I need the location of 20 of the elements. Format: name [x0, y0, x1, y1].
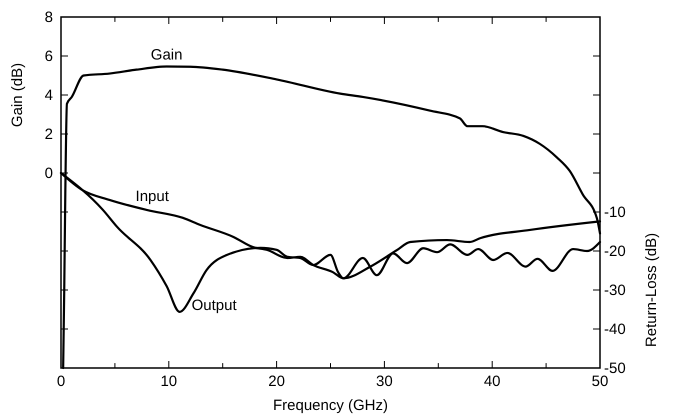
- series-label: Gain: [150, 46, 182, 64]
- series-label: Output: [192, 296, 238, 314]
- y2-axis-title: Return-Loss (dB): [643, 232, 660, 348]
- y-tick-label: 8: [44, 9, 53, 26]
- y-tick-label: 2: [44, 126, 53, 143]
- x-axis-title: Frequency (GHz): [272, 397, 388, 414]
- series-label: Input: [136, 188, 170, 206]
- y2-tick-label: -30: [604, 282, 626, 299]
- y2-tick-label: -10: [604, 204, 626, 221]
- y2-tick-label: -40: [604, 321, 626, 338]
- y-tick-label: 4: [44, 87, 53, 104]
- x-tick-label: 0: [56, 373, 66, 390]
- y-tick-label: 0: [44, 165, 53, 182]
- y-axis-title: Gain (dB): [9, 62, 26, 128]
- x-tick-label: 30: [376, 373, 393, 390]
- y-tick-label: 6: [44, 48, 53, 65]
- y2-tick-label: -20: [604, 243, 626, 260]
- x-tick-label: 40: [484, 373, 501, 390]
- x-tick-label: 10: [160, 373, 178, 390]
- x-tick-label: 20: [268, 373, 285, 390]
